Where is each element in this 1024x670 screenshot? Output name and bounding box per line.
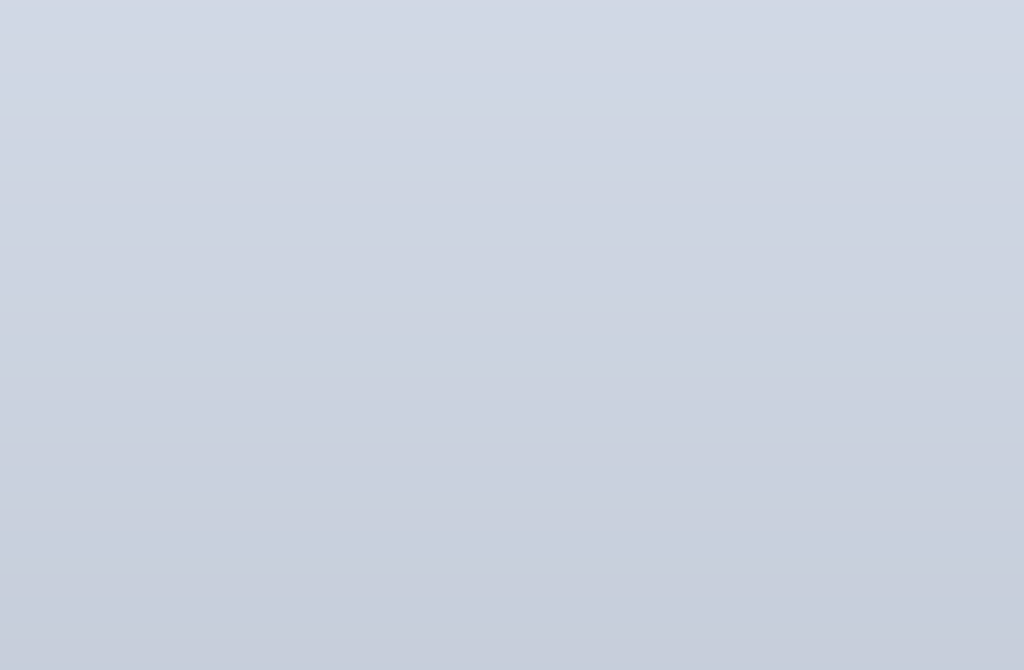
Text: ØD2: ØD2 [856,332,873,372]
Polygon shape [292,327,340,377]
Polygon shape [75,270,147,435]
Text: L: L [515,134,526,154]
Polygon shape [49,206,726,498]
Text: A: A [403,509,418,529]
Text: 10: 10 [344,179,368,196]
Text: 4,5°: 4,5° [591,521,631,560]
Polygon shape [340,341,657,364]
Text: ØD3: ØD3 [896,332,913,372]
Polygon shape [290,332,726,373]
Text: ØD1: ØD1 [816,332,834,372]
